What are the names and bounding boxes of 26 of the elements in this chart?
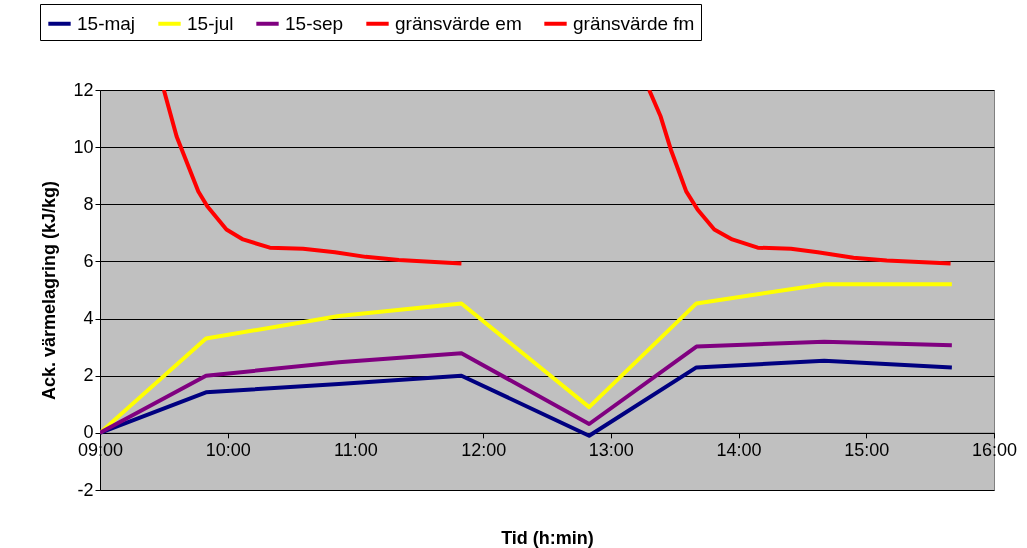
y-tick-label: -2 bbox=[77, 479, 94, 500]
y-tick-label: 2 bbox=[83, 365, 94, 386]
line-series bbox=[100, 358, 954, 438]
line-series bbox=[161, 90, 464, 266]
legend-label: 15-sep bbox=[285, 12, 344, 34]
x-tick-label: 11:00 bbox=[334, 440, 378, 461]
legend-label: gränsvärde em bbox=[395, 12, 522, 34]
x-tick-label: 10:00 bbox=[205, 440, 251, 461]
legend-label: 15-jul bbox=[187, 12, 234, 34]
x-tick-label: 16:00 bbox=[971, 440, 1018, 461]
x-tick-label: 13:00 bbox=[588, 440, 634, 461]
x-tick-label: 12:00 bbox=[461, 440, 507, 461]
line-series bbox=[100, 339, 954, 435]
y-tick-label: 6 bbox=[83, 250, 94, 271]
y-tick-label: 8 bbox=[83, 193, 94, 214]
legend-label: gränsvärde fm bbox=[573, 12, 695, 34]
x-axis-title: Tid (h:min) bbox=[501, 528, 594, 548]
y-tick-label: 4 bbox=[83, 308, 94, 329]
y-axis-title: Ack. värmelagring (kJ/kg) bbox=[39, 180, 60, 401]
x-tick-label: 14:00 bbox=[716, 440, 762, 461]
y-tick-label: 0 bbox=[83, 422, 94, 443]
x-tick-label: 15:00 bbox=[844, 440, 890, 461]
y-tick-label: 12 bbox=[73, 79, 94, 100]
line-series bbox=[647, 90, 953, 266]
legend-label: 15-maj bbox=[77, 12, 136, 34]
y-tick-label: 10 bbox=[73, 136, 94, 157]
